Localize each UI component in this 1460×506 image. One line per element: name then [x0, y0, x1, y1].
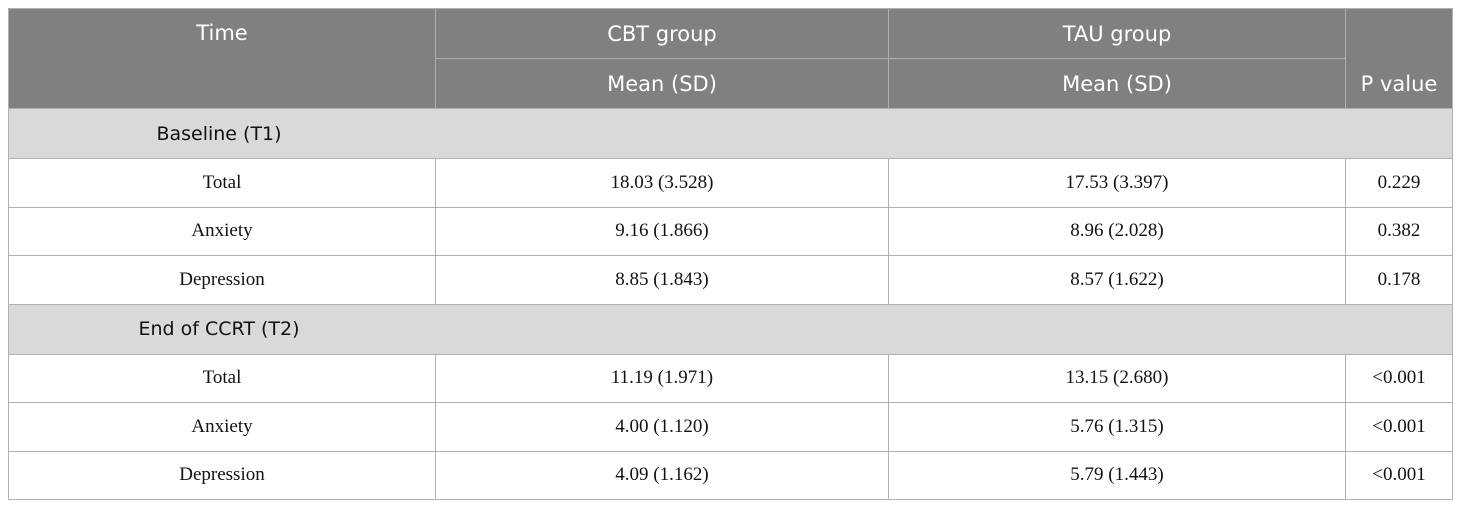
data-cell: Anxiety [8, 402, 436, 452]
section-label: End of CCRT (T2) [138, 318, 300, 340]
data-cell: Depression [8, 255, 436, 305]
data-cell: 4.00 (1.120) [435, 402, 889, 452]
data-cell: 8.57 (1.622) [888, 255, 1346, 305]
header-cell: CBT group [435, 8, 889, 59]
data-row: Depression 4.09 (1.162) 5.79 (1.443) <0.001 [8, 450, 1453, 500]
section-cell: End of CCRT (T2) [8, 303, 1453, 355]
data-row: Total 11.19 (1.971) 13.15 (2.680) <0.001 [8, 353, 1453, 403]
header-cell: P value [1345, 8, 1453, 109]
header-cell: Time [8, 8, 436, 109]
section-row: End of CCRT (T2) [8, 303, 1453, 355]
header-cell: TAU group [888, 8, 1346, 59]
data-cell: Anxiety [8, 206, 436, 256]
data-cell: 0.382 [1345, 206, 1453, 256]
results-table: Time CBT group TAU group P value Mean (S… [8, 8, 1453, 500]
table-body: Baseline (T1) Total 18.03 (3.528) 17.53 (3.… [8, 108, 1453, 500]
data-cell: 9.16 (1.866) [435, 206, 889, 256]
data-cell: 17.53 (3.397) [888, 158, 1346, 208]
header-cell: Mean (SD) [435, 58, 889, 109]
data-row: Depression 8.85 (1.843) 8.57 (1.622) 0.178 [8, 255, 1453, 305]
section-row: Baseline (T1) [8, 108, 1453, 159]
data-row: Total 18.03 (3.528) 17.53 (3.397) 0.229 [8, 158, 1453, 208]
data-cell: 4.09 (1.162) [435, 450, 889, 500]
data-row: Anxiety 4.00 (1.120) 5.76 (1.315) <0.001 [8, 402, 1453, 452]
section-label: Baseline (T1) [156, 122, 282, 145]
data-cell: 5.79 (1.443) [888, 450, 1346, 500]
data-cell: 18.03 (3.528) [435, 158, 889, 208]
data-cell: 8.85 (1.843) [435, 255, 889, 305]
data-cell: <0.001 [1345, 450, 1453, 500]
data-cell: Depression [8, 450, 436, 500]
data-row: Anxiety 9.16 (1.866) 8.96 (2.028) 0.382 [8, 206, 1453, 256]
data-cell: <0.001 [1345, 402, 1453, 452]
data-cell: Total [8, 353, 436, 403]
data-cell: Total [8, 158, 436, 208]
data-cell: 0.178 [1345, 255, 1453, 305]
data-cell: 11.19 (1.971) [435, 353, 889, 403]
header-cell: Mean (SD) [888, 58, 1346, 109]
data-cell: 8.96 (2.028) [888, 206, 1346, 256]
data-cell: <0.001 [1345, 353, 1453, 403]
data-cell: 13.15 (2.680) [888, 353, 1346, 403]
section-cell: Baseline (T1) [8, 108, 1453, 159]
data-cell: 5.76 (1.315) [888, 402, 1346, 452]
data-cell: 0.229 [1345, 158, 1453, 208]
